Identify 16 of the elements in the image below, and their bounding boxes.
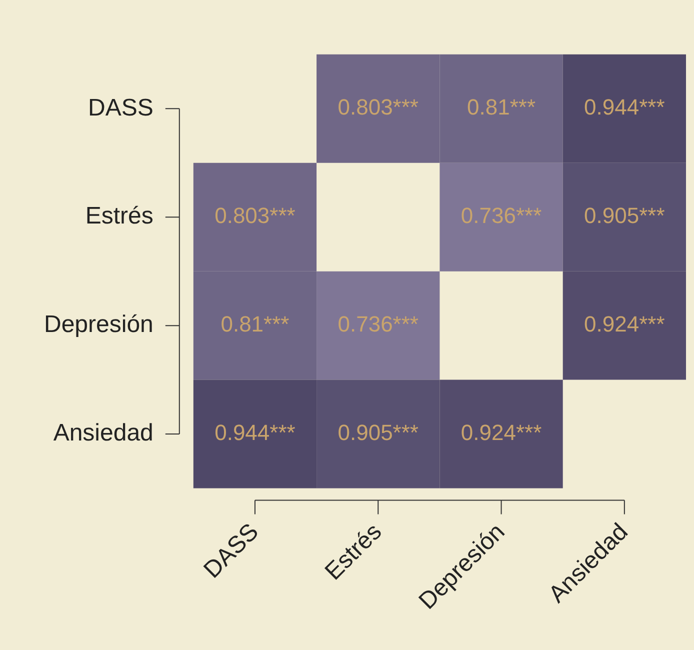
data-label: 0.736*** <box>338 312 419 337</box>
y-tick-label: Ansiedad <box>53 420 154 447</box>
y-tick-label: Depresión <box>44 311 154 338</box>
data-label: 0.81*** <box>467 94 536 120</box>
data-label: 0.924*** <box>460 420 542 446</box>
data-label: 0.944*** <box>584 94 666 120</box>
data-label: 0.803*** <box>214 203 296 228</box>
data-label: 0.944*** <box>214 420 296 446</box>
data-label: 0.924*** <box>584 312 666 337</box>
data-label: 0.736*** <box>460 203 542 228</box>
y-tick-label: DASS <box>88 94 154 122</box>
data-label: 0.905*** <box>338 420 419 446</box>
y-tick-label: Estrés <box>85 202 154 230</box>
data-label: 0.905*** <box>584 203 666 228</box>
data-label: 0.81*** <box>220 312 290 337</box>
data-label: 0.803*** <box>338 94 419 120</box>
